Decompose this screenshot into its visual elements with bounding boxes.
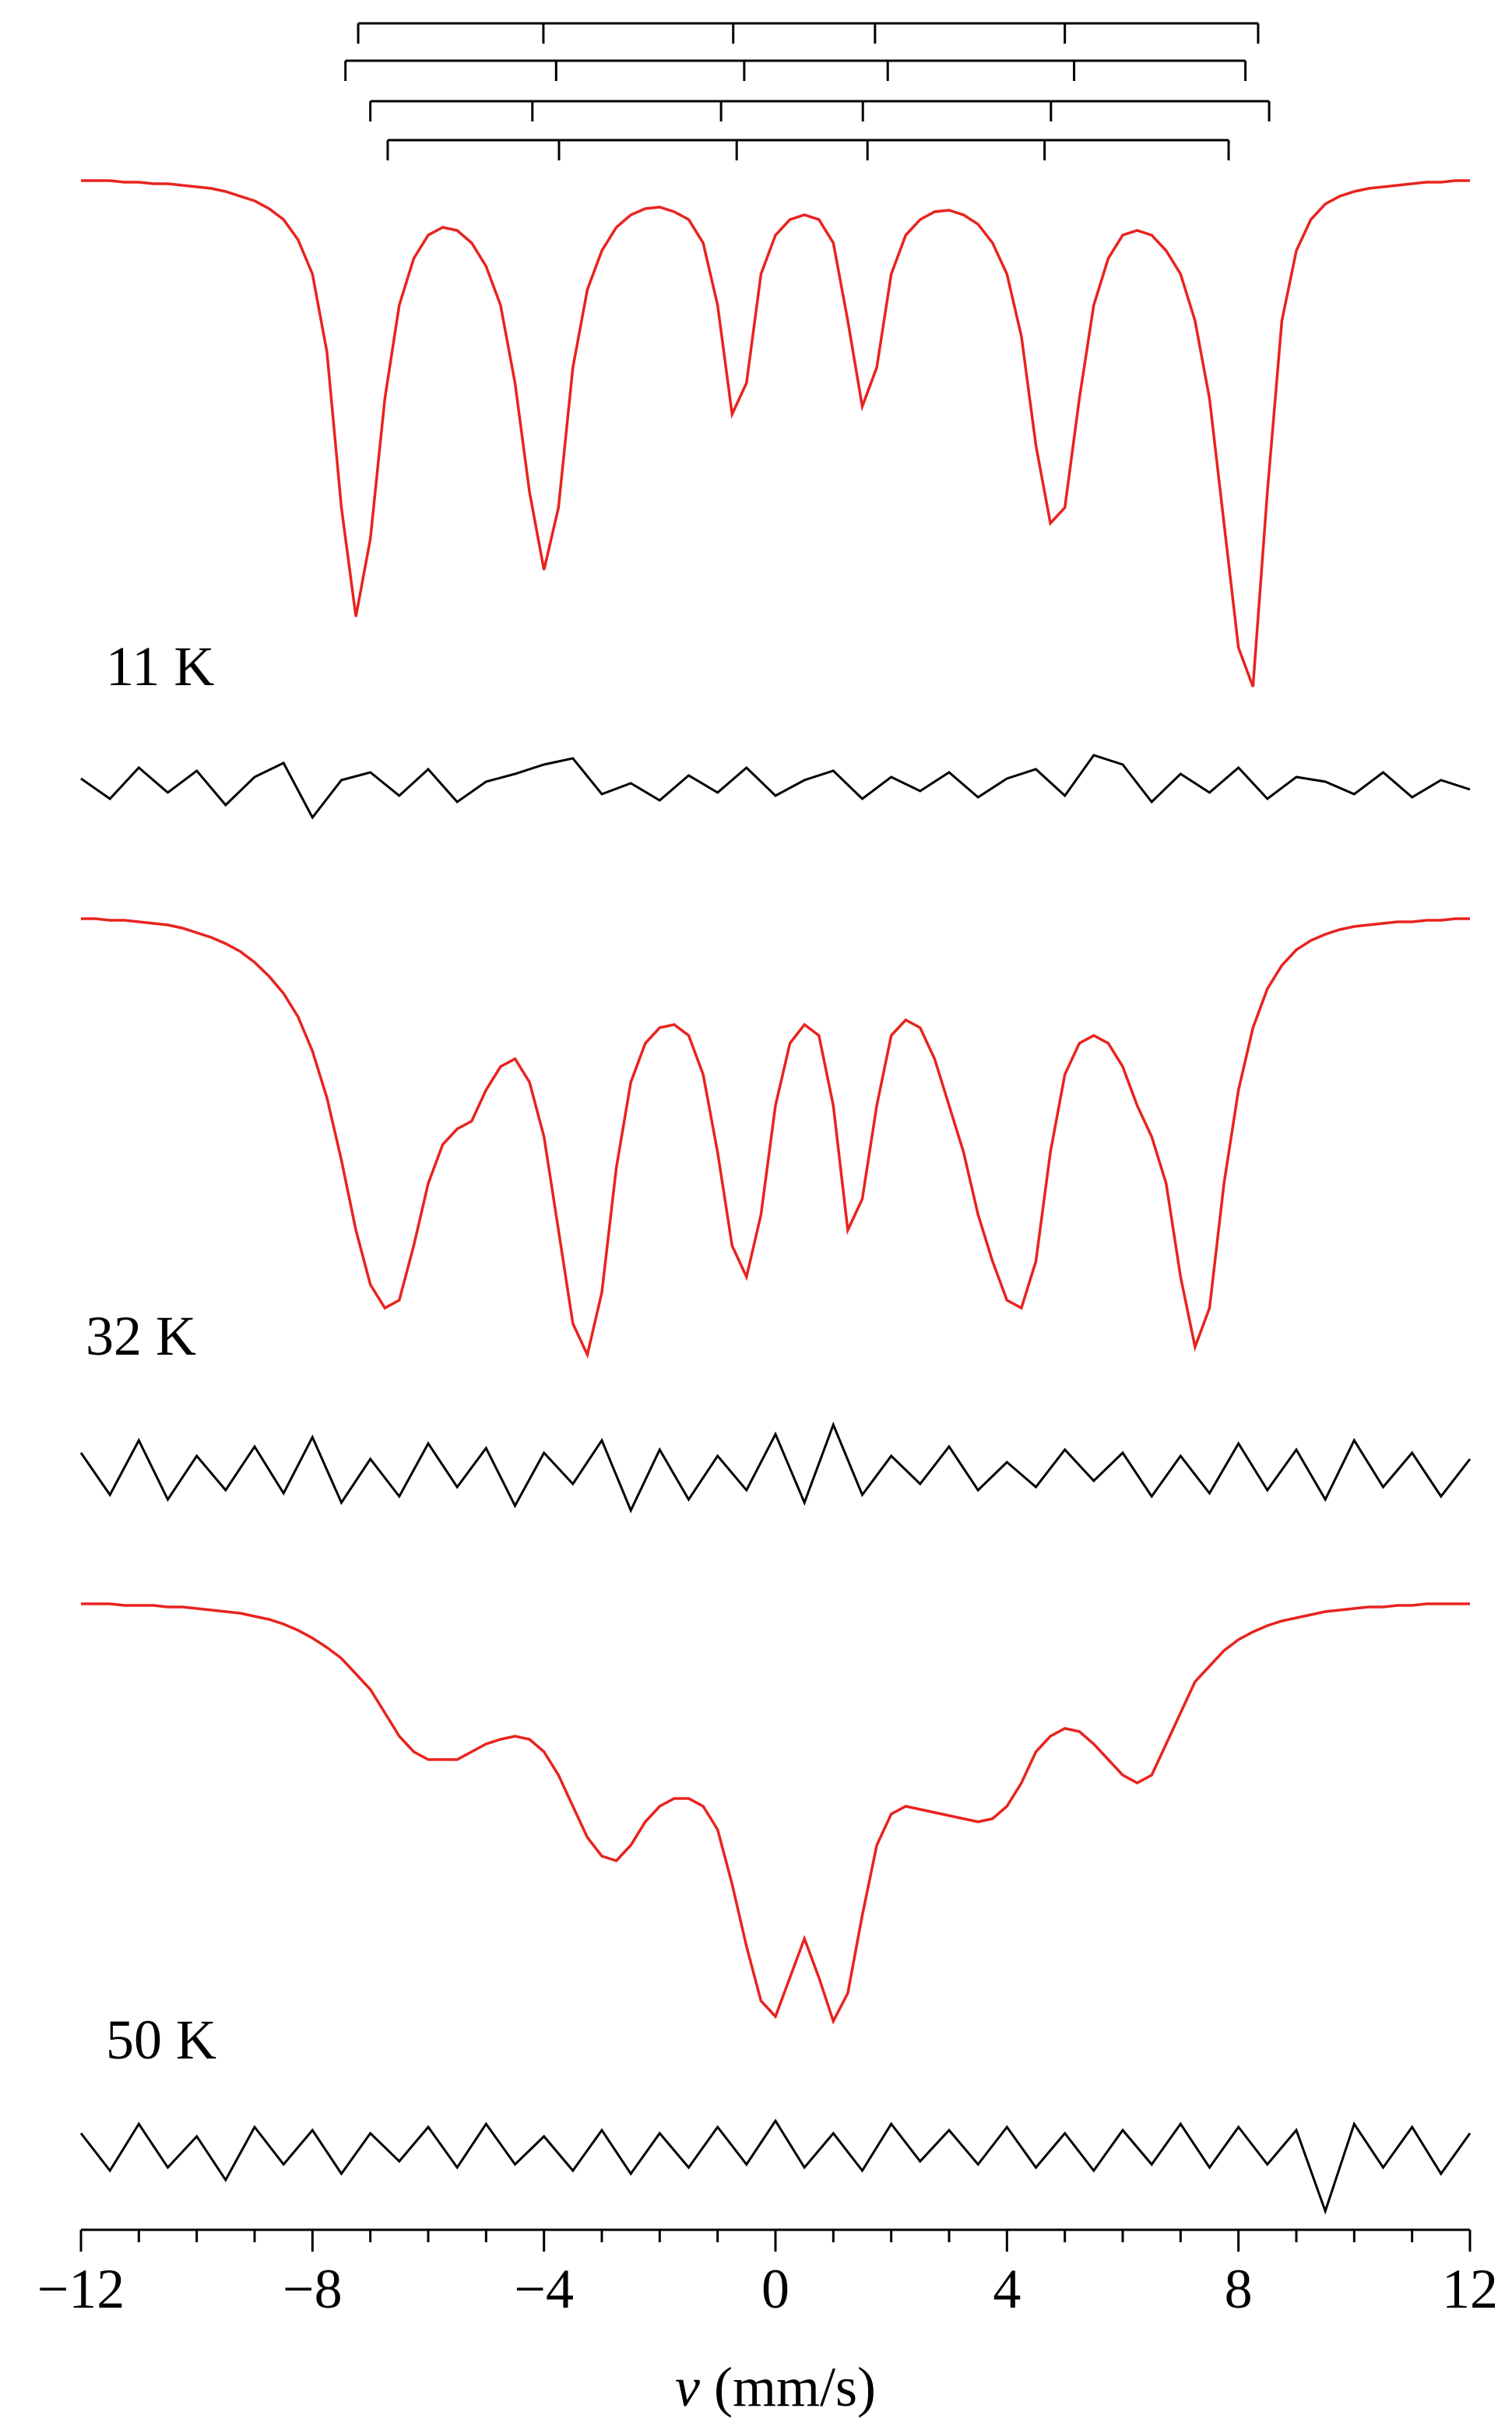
x-tick-label: −12 (37, 2258, 125, 2320)
x-axis-label: v (mm/s) (675, 2356, 876, 2418)
residual-curve (79, 1421, 1472, 1514)
fit-curve (81, 179, 1470, 687)
temperature-label: 50 K (106, 2009, 216, 2071)
temperature-label: 11 K (106, 635, 214, 698)
x-tick-label: 0 (761, 2258, 789, 2320)
x-tick-label: 12 (1442, 2258, 1498, 2320)
residual-curve (80, 754, 1471, 820)
x-axis-unit: (mm/s) (714, 2356, 876, 2418)
fit-curve (81, 1602, 1470, 2025)
x-tick-label: 4 (993, 2258, 1021, 2320)
x-tick-label: −4 (514, 2258, 574, 2320)
temperature-label: 32 K (86, 1305, 196, 1367)
x-tick-label: 8 (1225, 2258, 1253, 2320)
fit-curve (81, 917, 1470, 1359)
x-tick-label: −8 (283, 2258, 343, 2320)
residual-curve (79, 2118, 1472, 2215)
x-axis-symbol: v (675, 2356, 700, 2418)
